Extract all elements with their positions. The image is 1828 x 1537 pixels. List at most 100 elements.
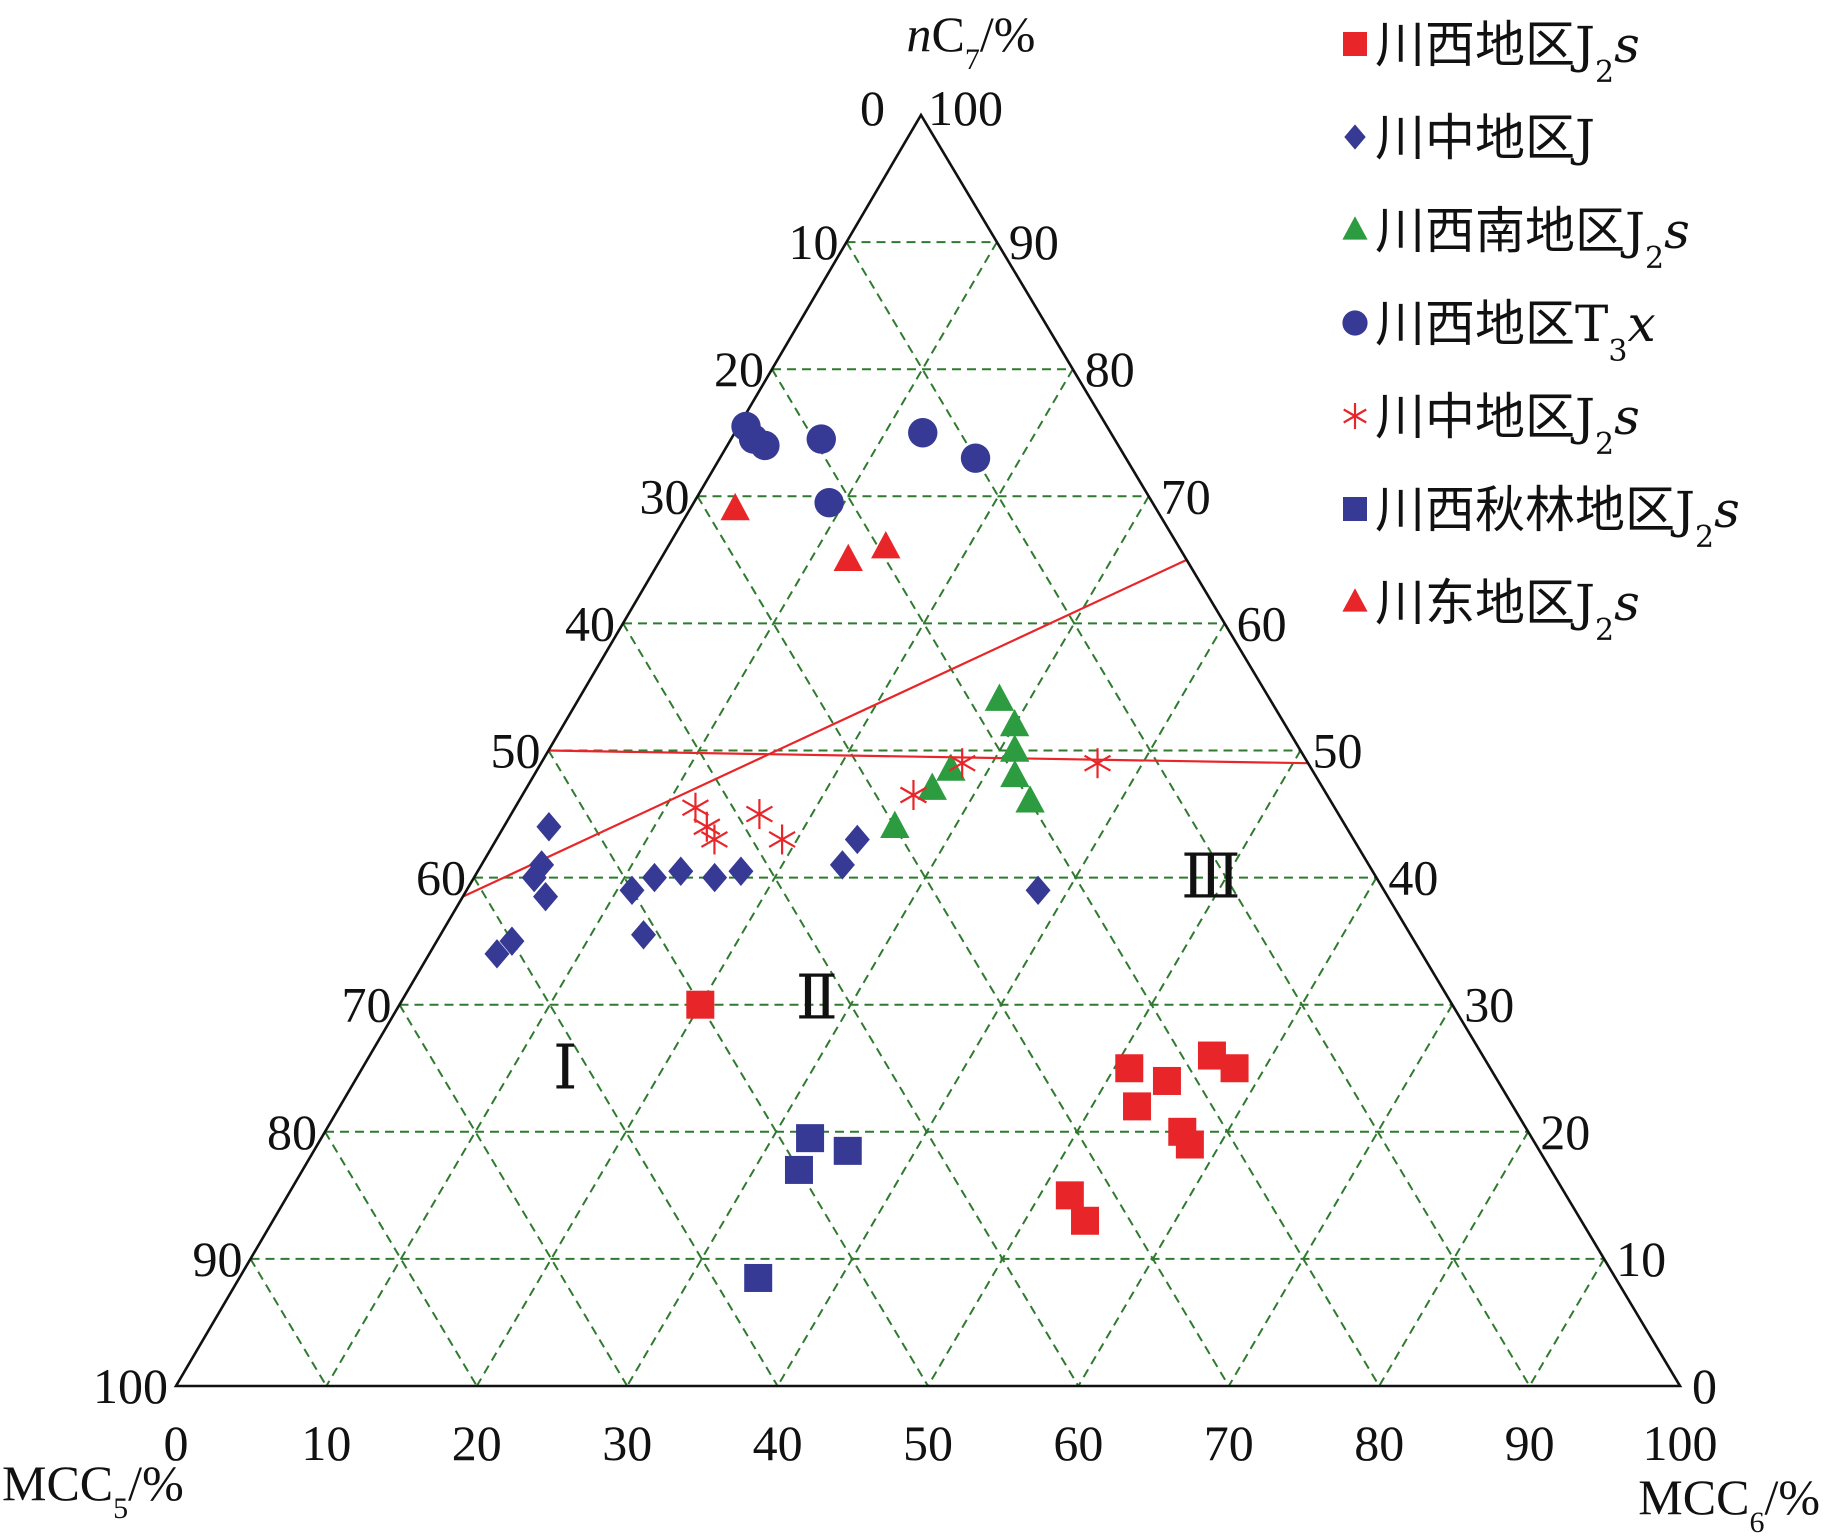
- series-4: [731, 411, 991, 518]
- data-point: [700, 824, 728, 855]
- axis-title-top: nC7/%: [907, 6, 1036, 76]
- data-point: [1123, 1092, 1152, 1121]
- legend-item: 川西地区T3x: [1342, 295, 1656, 369]
- data-point: [1015, 785, 1045, 813]
- triangle-outline: [173, 112, 1683, 1388]
- tick-label: 80: [1085, 341, 1135, 397]
- series-7: [720, 492, 901, 572]
- data-point: [1000, 734, 1030, 762]
- grid-line: [547, 749, 929, 1387]
- tick-label: 10: [301, 1415, 351, 1471]
- data-point: [750, 430, 780, 461]
- legend-label: 川中地区J: [1375, 109, 1595, 167]
- tick-labels: 0 100102030405060708090100908070605040302…: [93, 80, 1718, 1471]
- data-point: [484, 939, 510, 969]
- series-6: [744, 1124, 862, 1292]
- boundary-line: [462, 558, 1188, 898]
- region-boundaries: [462, 558, 1309, 898]
- tick-label: 30: [1464, 977, 1514, 1033]
- tick-label: 50: [1313, 723, 1363, 779]
- tick-label: 30: [602, 1415, 652, 1471]
- data-point: [536, 812, 562, 842]
- data-point: [1197, 1041, 1226, 1070]
- data-point: [1000, 759, 1030, 788]
- legend-label: 川西南地区J2s: [1375, 202, 1690, 276]
- grid-line: [398, 1004, 629, 1387]
- data-point: [999, 708, 1030, 737]
- data-points: [484, 411, 1249, 1292]
- data-point: [533, 881, 559, 912]
- legend-label: 川西秋林地区J2s: [1375, 481, 1740, 555]
- legend-item: 川西地区J2s: [1343, 16, 1640, 90]
- data-point: [829, 850, 855, 880]
- tick-label: 100: [928, 80, 1003, 136]
- grid-line: [1227, 1004, 1454, 1387]
- grid-line: [1077, 877, 1378, 1387]
- data-point: [908, 418, 938, 448]
- boundary-line: [548, 749, 1309, 765]
- data-point: [984, 683, 1015, 711]
- legend-marker: [1342, 310, 1368, 336]
- axis-titles: nC7/% MCC5/% MCC6/%: [2, 6, 1820, 1537]
- legend-item: 川东地区J2s: [1342, 574, 1640, 648]
- tick-label: 100: [93, 1358, 168, 1414]
- data-point: [1055, 1181, 1084, 1210]
- data-point: [619, 875, 645, 906]
- data-point: [1025, 875, 1051, 906]
- tick-label: 70: [1204, 1415, 1254, 1471]
- legend-label: 川中地区J2s: [1375, 388, 1640, 462]
- tick-label: 50: [903, 1415, 953, 1471]
- data-point: [686, 990, 715, 1019]
- tick-label: 40: [1388, 850, 1438, 906]
- data-point: [668, 856, 694, 886]
- data-point: [744, 1263, 773, 1292]
- region-labels: Ⅰ Ⅱ Ⅲ: [553, 844, 1241, 1103]
- grid-line: [1378, 1131, 1530, 1387]
- data-point: [745, 799, 773, 830]
- data-point: [880, 810, 910, 838]
- data-point: [833, 543, 863, 572]
- data-point: [1083, 748, 1112, 779]
- legend-marker: [1343, 403, 1367, 429]
- data-point: [728, 856, 754, 886]
- data-point: [768, 824, 796, 855]
- legend-marker: [1343, 32, 1367, 56]
- tick-label: 60: [416, 850, 466, 906]
- data-point: [796, 1124, 825, 1153]
- data-point: [702, 862, 728, 893]
- legend-item: 川西南地区J2s: [1342, 202, 1690, 276]
- axis-title-left: MCC5/%: [2, 1455, 184, 1525]
- tick-label: 20: [452, 1415, 502, 1471]
- region-label: Ⅱ: [796, 964, 838, 1032]
- data-point: [681, 792, 709, 823]
- tick-label: 0: [860, 80, 885, 136]
- data-point: [693, 811, 721, 842]
- series-2: [484, 812, 1051, 969]
- tick-label: 90: [1505, 1415, 1555, 1471]
- tick-label: 70: [1161, 468, 1211, 524]
- data-point: [1115, 1054, 1144, 1083]
- data-point: [529, 850, 555, 880]
- legend-marker: [1343, 497, 1367, 521]
- grid-line: [473, 877, 779, 1387]
- legend-label: 川西地区T3x: [1375, 295, 1656, 369]
- tick-label: 70: [342, 977, 392, 1033]
- grid-line: [927, 749, 1302, 1387]
- data-point: [1071, 1206, 1100, 1235]
- data-point: [948, 748, 976, 779]
- legend-label: 川西地区J2s: [1375, 16, 1640, 90]
- series-1: [686, 990, 1249, 1235]
- series-5: [681, 748, 1112, 855]
- tick-label: 80: [267, 1104, 317, 1160]
- data-point: [960, 443, 991, 473]
- data-point: [871, 531, 901, 559]
- grid-line: [626, 495, 1150, 1387]
- grid-line: [696, 495, 1230, 1387]
- data-point: [814, 487, 844, 518]
- region-label: Ⅰ: [553, 1034, 578, 1102]
- triangle-frame: [173, 112, 1683, 1388]
- grid-lines: [249, 241, 1605, 1387]
- data-point: [1152, 1066, 1181, 1095]
- region-label: Ⅲ: [1181, 844, 1241, 912]
